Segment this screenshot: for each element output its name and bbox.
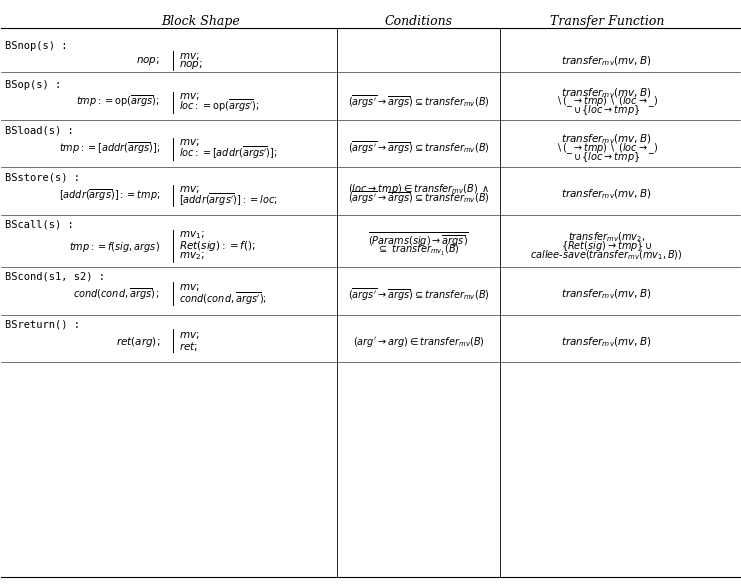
- Text: $mv;$: $mv;$: [179, 283, 199, 293]
- Text: $loc := \mathrm{op}(\overline{args'});$: $loc := \mathrm{op}(\overline{args'});$: [179, 98, 259, 115]
- Text: $(arg' \to arg) \in transfer_{mv}(B)$: $(arg' \to arg) \in transfer_{mv}(B)$: [353, 335, 485, 349]
- Text: $\setminus\, (\_ \to tmp) \setminus\, (loc \to \_)$: $\setminus\, (\_ \to tmp) \setminus\, (l…: [555, 141, 658, 156]
- Text: $(\overline{args'} \to \overline{args}) \subseteq transfer_{mv}(B)$: $(\overline{args'} \to \overline{args}) …: [348, 190, 489, 207]
- Text: $\cup\, \{loc \to tmp\}$: $\cup\, \{loc \to tmp\}$: [573, 104, 640, 117]
- Text: Transfer Function: Transfer Function: [550, 15, 664, 28]
- Text: $loc := [addr(\overline{args'})];$: $loc := [addr(\overline{args'})];$: [179, 144, 277, 161]
- Text: $transfer_{mv}(mv, B)$: $transfer_{mv}(mv, B)$: [562, 335, 652, 349]
- Text: BSreturn() :: BSreturn() :: [5, 319, 80, 329]
- Text: BSload(s) :: BSload(s) :: [5, 126, 74, 136]
- Text: $(\overline{args'} \to \overline{args}) \subseteq transfer_{mv}(B)$: $(\overline{args'} \to \overline{args}) …: [348, 93, 489, 110]
- Text: $(\overline{args'} \to \overline{args}) \subseteq transfer_{mv}(B)$: $(\overline{args'} \to \overline{args}) …: [348, 140, 489, 156]
- Text: $transfer_{mv}(mv, B)$: $transfer_{mv}(mv, B)$: [562, 287, 652, 301]
- Text: $callee\text{-}save(transfer_{mv}(mv_1, B))$: $callee\text{-}save(transfer_{mv}(mv_1, …: [531, 249, 683, 262]
- Text: $mv;$: $mv;$: [179, 137, 199, 149]
- Text: $transfer_{mv}(mv, B)$: $transfer_{mv}(mv, B)$: [562, 86, 652, 99]
- Text: $mv;$: $mv;$: [179, 91, 199, 102]
- Text: BScall(s) :: BScall(s) :: [5, 219, 74, 229]
- Text: $cond(cond, \overline{args'});$: $cond(cond, \overline{args'});$: [179, 290, 267, 307]
- Text: $transfer_{mv}(mv, B)$: $transfer_{mv}(mv, B)$: [562, 133, 652, 146]
- Text: $\subseteq\; transfer_{mv_1}(B)$: $\subseteq\; transfer_{mv_1}(B)$: [377, 242, 460, 257]
- Text: $tmp := \mathrm{op}(\overline{args});$: $tmp := \mathrm{op}(\overline{args});$: [76, 94, 160, 109]
- Text: BSstore(s) :: BSstore(s) :: [5, 173, 80, 183]
- Text: $\cup\, \{loc \to tmp\}$: $\cup\, \{loc \to tmp\}$: [573, 150, 640, 164]
- Text: $Ret(sig) := f();$: $Ret(sig) := f();$: [179, 239, 256, 253]
- Text: $ret(arg);$: $ret(arg);$: [116, 335, 160, 349]
- Text: BSop(s) :: BSop(s) :: [5, 80, 62, 90]
- Text: $mv_2;$: $mv_2;$: [179, 250, 204, 262]
- Text: $tmp := f(sig, args)$: $tmp := f(sig, args)$: [69, 240, 160, 254]
- Text: $[addr(\overline{args'})] := loc;$: $[addr(\overline{args'})] := loc;$: [179, 191, 277, 208]
- Text: $(\overline{args'} \to \overline{args}) \subseteq transfer_{mv}(B)$: $(\overline{args'} \to \overline{args}) …: [348, 286, 489, 302]
- Text: $mv;$: $mv;$: [179, 329, 199, 340]
- Text: $\overline{(Params(sig) \to \overline{args})}$: $\overline{(Params(sig) \to \overline{ar…: [368, 231, 469, 249]
- Text: BScond(s1, s2) :: BScond(s1, s2) :: [5, 272, 105, 282]
- Text: $\{Ret(sig) \to tmp\} \cup$: $\{Ret(sig) \to tmp\} \cup$: [561, 239, 653, 253]
- Text: $transfer_{mv}(mv, B)$: $transfer_{mv}(mv, B)$: [562, 188, 652, 201]
- Text: $transfer_{mv}(mv_2,$: $transfer_{mv}(mv_2,$: [568, 230, 645, 244]
- Text: BSnop(s) :: BSnop(s) :: [5, 40, 67, 51]
- Text: Conditions: Conditions: [385, 15, 453, 28]
- Text: $mv;$: $mv;$: [179, 51, 199, 61]
- Text: $tmp := [addr(\overline{args})];$: $tmp := [addr(\overline{args})];$: [59, 140, 160, 156]
- Text: $ret;$: $ret;$: [179, 339, 198, 353]
- Text: $mv;$: $mv;$: [179, 184, 199, 195]
- Text: $cond(cond, \overline{args})\,;$: $cond(cond, \overline{args})\,;$: [73, 286, 160, 302]
- Text: $nop;$: $nop;$: [136, 56, 160, 67]
- Text: $transfer_{mv}(mv, B)$: $transfer_{mv}(mv, B)$: [562, 54, 652, 68]
- Text: $nop;$: $nop;$: [179, 60, 202, 71]
- Text: $[addr(\overline{args})] := tmp;$: $[addr(\overline{args})] := tmp;$: [59, 187, 160, 202]
- Text: $mv_1;$: $mv_1;$: [179, 229, 204, 242]
- Text: $(loc \to tmp) \in transfer_{mv}(B) \;\wedge$: $(loc \to tmp) \in transfer_{mv}(B) \;\w…: [348, 183, 489, 197]
- Text: $\setminus\, (\_ \to tmp) \setminus\, (loc \to \_)$: $\setminus\, (\_ \to tmp) \setminus\, (l…: [555, 94, 658, 109]
- Text: Block Shape: Block Shape: [162, 15, 240, 28]
